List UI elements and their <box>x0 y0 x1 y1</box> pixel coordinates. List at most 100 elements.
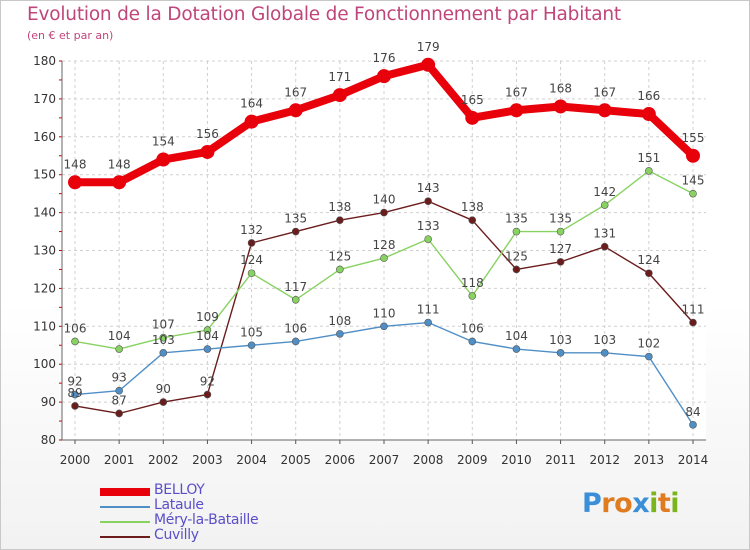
data-label-Méry-la-Bataille-2012: 142 <box>593 185 616 199</box>
data-point-BELLOY-2000 <box>68 175 82 190</box>
data-label-Lataule-2009: 106 <box>461 321 484 335</box>
legend-swatch <box>100 506 150 508</box>
proxiti-logo: Proxiti <box>582 488 680 519</box>
legend-label: BELLOY <box>154 482 205 498</box>
data-label-BELLOY-2005: 167 <box>284 85 307 99</box>
data-label-Lataule-2001: 93 <box>112 371 127 385</box>
data-label-Méry-la-Bataille-2010: 135 <box>505 212 528 226</box>
x-tick-label-2000: 2000 <box>60 453 91 467</box>
data-label-Méry-la-Bataille-2001: 104 <box>108 329 131 343</box>
data-point-BELLOY-2009 <box>465 110 480 125</box>
x-tick-label-2009: 2009 <box>457 453 488 467</box>
data-point-Méry-la-Bataille-2004 <box>247 269 256 278</box>
legend-label: Méry-la-Bataille <box>154 512 259 528</box>
data-label-Lataule-2006: 108 <box>328 314 351 328</box>
x-tick-label-2013: 2013 <box>634 453 665 467</box>
data-point-Cuvilly-2012 <box>600 242 609 251</box>
y-tick-label-130: 130 <box>33 244 56 258</box>
x-tick-label-2004: 2004 <box>236 453 267 467</box>
data-point-BELLOY-2004 <box>244 114 259 129</box>
data-point-Cuvilly-2001 <box>115 409 123 418</box>
data-point-BELLOY-2010 <box>509 103 524 118</box>
data-point-Lataule-2012 <box>600 349 609 357</box>
x-tick-label-2003: 2003 <box>192 453 223 467</box>
data-point-Méry-la-Bataille-2011 <box>556 227 565 236</box>
logo-letter: x <box>632 488 650 519</box>
legend-label: Lataule <box>154 497 204 513</box>
data-point-Cuvilly-2006 <box>336 216 344 224</box>
data-point-Cuvilly-2007 <box>380 208 388 217</box>
data-label-Cuvilly-2009: 138 <box>461 200 484 214</box>
data-point-BELLOY-2005 <box>288 103 303 118</box>
data-label-Cuvilly-2003: 92 <box>200 375 215 389</box>
data-point-Cuvilly-2003 <box>203 390 212 399</box>
y-tick-label-150: 150 <box>33 168 56 182</box>
data-point-Cuvilly-2005 <box>291 227 300 236</box>
data-point-Méry-la-Bataille-2001 <box>115 345 123 353</box>
data-label-Cuvilly-2012: 131 <box>593 227 616 241</box>
data-label-Méry-la-Bataille-2009: 118 <box>461 276 484 290</box>
data-label-Lataule-2012: 103 <box>593 333 616 347</box>
line-chart: 80 90 100 110 120 130 140 150 160 170 180 2000 2001 2… <box>33 40 709 467</box>
data-point-Cuvilly-2002 <box>159 398 168 406</box>
data-label-BELLOY-2003: 156 <box>196 127 219 141</box>
data-label-Cuvilly-2014: 111 <box>682 303 705 317</box>
logo-letter: t <box>657 488 671 519</box>
data-label-Cuvilly-2008: 143 <box>417 181 440 195</box>
y-tick-label-140: 140 <box>33 206 56 220</box>
chart-subtitle: (en € et par an) <box>27 29 114 42</box>
data-label-Lataule-2014: 84 <box>685 405 700 419</box>
y-tick-label-160: 160 <box>33 130 56 144</box>
data-label-Lataule-2004: 105 <box>240 325 263 339</box>
data-point-Méry-la-Bataille-2008 <box>424 235 432 243</box>
data-label-Lataule-2003: 104 <box>196 329 219 343</box>
data-label-BELLOY-2013: 166 <box>637 89 660 103</box>
data-label-Méry-la-Bataille-2014: 145 <box>682 174 705 188</box>
data-label-Lataule-2000: 92 <box>67 375 82 389</box>
x-tick-label-2014: 2014 <box>678 453 709 467</box>
data-label-Lataule-2005: 106 <box>284 321 307 335</box>
data-label-Cuvilly-2013: 124 <box>637 253 660 267</box>
data-point-Lataule-2003 <box>203 345 212 353</box>
data-point-Lataule-2002 <box>159 349 168 357</box>
data-point-Méry-la-Bataille-2014 <box>689 189 697 198</box>
y-tick-label-110: 110 <box>33 319 56 333</box>
data-label-Lataule-2007: 110 <box>373 306 396 320</box>
data-label-BELLOY-2014: 155 <box>682 131 705 145</box>
data-point-BELLOY-2002 <box>156 152 171 167</box>
data-label-Méry-la-Bataille-2006: 125 <box>328 249 351 263</box>
x-tick-label-2002: 2002 <box>148 453 179 467</box>
x-tick-label-2007: 2007 <box>369 453 400 467</box>
legend-swatch <box>100 536 150 538</box>
data-label-Méry-la-Bataille-2013: 151 <box>637 151 660 165</box>
data-label-Cuvilly-2005: 135 <box>284 212 307 226</box>
data-label-Méry-la-Bataille-2000: 106 <box>64 321 87 335</box>
x-tick-label-2008: 2008 <box>413 453 444 467</box>
data-label-Cuvilly-2011: 127 <box>549 242 572 256</box>
data-label-BELLOY-2007: 176 <box>373 51 396 65</box>
data-point-Cuvilly-2010 <box>512 265 521 274</box>
y-tick-label-90: 90 <box>41 395 56 409</box>
data-point-Cuvilly-2013 <box>645 269 653 278</box>
data-label-BELLOY-2006: 171 <box>328 70 351 84</box>
data-label-Méry-la-Bataille-2003: 109 <box>196 310 219 324</box>
data-point-BELLOY-2003 <box>200 144 215 159</box>
data-point-Lataule-2005 <box>291 337 300 346</box>
chart-title: Evolution de la Dotation Globale de Fonc… <box>27 4 621 25</box>
y-tick-label-120: 120 <box>33 281 56 295</box>
data-label-BELLOY-2010: 167 <box>505 85 528 99</box>
data-point-Méry-la-Bataille-2006 <box>336 265 344 274</box>
data-label-BELLOY-2001: 148 <box>108 157 131 171</box>
data-label-Lataule-2002: 103 <box>152 333 175 347</box>
data-label-Méry-la-Bataille-2005: 117 <box>284 280 307 294</box>
data-point-BELLOY-2007 <box>377 69 391 84</box>
y-tick-label-100: 100 <box>33 357 56 371</box>
data-point-Lataule-2004 <box>247 341 256 350</box>
data-point-Cuvilly-2009 <box>468 216 477 224</box>
data-point-Méry-la-Bataille-2010 <box>512 227 521 236</box>
data-point-Méry-la-Bataille-2013 <box>645 167 653 175</box>
data-label-BELLOY-2011: 168 <box>549 81 572 95</box>
data-label-Méry-la-Bataille-2011: 135 <box>549 212 572 226</box>
data-point-Cuvilly-2011 <box>556 258 565 266</box>
logo-letter: P <box>582 488 602 519</box>
